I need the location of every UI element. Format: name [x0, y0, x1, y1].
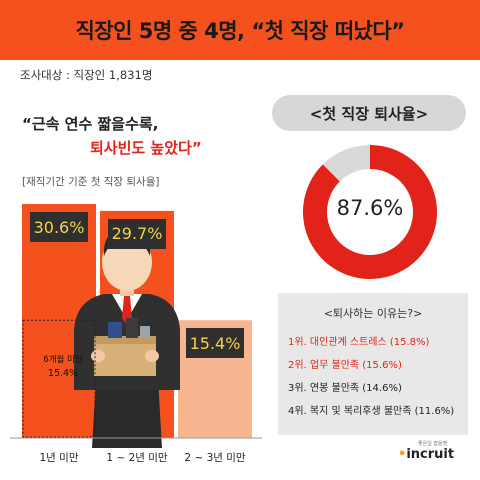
category-label-3: 2 ~ 3년 미만 — [184, 452, 246, 464]
reasons-title: <퇴사하는 이유는?> — [323, 307, 423, 320]
bar-value-label-3: 15.4% — [186, 328, 244, 359]
reason-item-2: 2위. 업무 불만족 (15.6%) — [288, 360, 402, 371]
office-worker-illustration — [74, 228, 180, 448]
donut-slice-2 — [322, 145, 370, 182]
bar-chart-title: [재직기간 기준 첫 직장 퇴사율] — [22, 176, 160, 188]
reasons-panel: <퇴사하는 이유는?> 1위. 대인관계 스트레스 (15.8%) 2위. 업무… — [278, 293, 468, 435]
reason-item-1: 1위. 대인관계 스트레스 (15.8%) — [288, 337, 430, 348]
sub-segment-label: 6개월 미만 — [43, 354, 83, 365]
sub-segment-value: 15.4% — [48, 368, 78, 379]
reason-item-4: 4위. 복지 및 복리후생 불만족 (11.6%) — [288, 406, 455, 417]
header-banner: 직장인 5명 중 4명, “첫 직장 떠났다” — [0, 0, 480, 60]
logo-name: incruit — [406, 447, 455, 462]
logo-dot-icon: • — [398, 447, 407, 462]
bar-value-label-2: 29.7% — [108, 218, 166, 249]
category-label-2: 1 ~ 2년 미만 — [106, 452, 168, 464]
page-title: 직장인 5명 중 4명, “첫 직장 떠났다” — [75, 19, 405, 43]
incruit-logo: 좋은일 잡을땐 •incruit — [398, 440, 478, 462]
donut-value-label: 87.6% — [336, 196, 404, 220]
survey-target-label: 조사대상 : 직장인 1,831명 — [20, 68, 153, 82]
reason-item-3: 3위. 연봉 불만족 (14.6%) — [288, 383, 402, 394]
headline-quote: “근속 연수 짧을수록, 퇴사빈도 높았다” — [22, 112, 202, 160]
quote-line-1: “근속 연수 짧을수록, — [22, 115, 159, 133]
donut-title-pill: <첫 직장 퇴사율> — [272, 95, 466, 131]
quote-line-2: 퇴사빈도 높았다” — [90, 139, 202, 157]
logo-tagline: 좋은일 잡을땐 — [418, 441, 448, 447]
bar-value-label-1: 30.6% — [30, 212, 88, 242]
sub-segment-box — [22, 319, 96, 438]
category-label-1: 1년 미만 — [39, 452, 79, 464]
logo-wordmark: •incruit — [398, 447, 478, 462]
